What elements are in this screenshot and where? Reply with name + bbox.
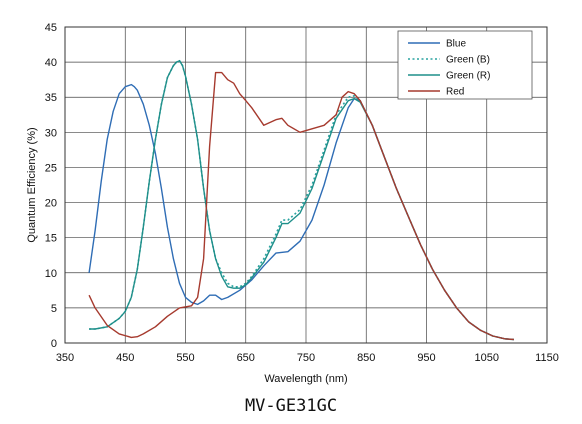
y-tick-label: 5 [51,303,57,315]
x-tick-label: 750 [297,352,315,364]
y-tick-label: 40 [45,57,57,69]
y-tick-label: 10 [45,268,57,280]
y-tick-label: 0 [51,338,57,350]
y-tick-label: 45 [45,22,57,34]
grid [64,26,548,344]
y-tick-label: 20 [45,198,57,210]
legend-label-green-r: Green (R) [446,71,490,82]
x-tick-label: 1150 [535,352,559,364]
x-tick-label: 350 [56,352,74,364]
legend: Blue Green (B) Green (R) Red [397,30,533,100]
x-tick-label: 450 [116,352,134,364]
y-tick-label: 15 [45,233,57,245]
y-tick-labels: 0 5 10 15 20 25 30 35 40 45 [45,22,57,350]
legend-label-blue: Blue [446,39,466,50]
legend-label-green-b: Green (B) [446,55,490,66]
plot-frame [64,26,548,344]
x-tick-label: 950 [417,352,435,364]
quantum-efficiency-chart: 350 450 550 650 750 850 950 1050 1150 0 5 10 15 20 25… [26,22,559,385]
x-tick-label: 650 [237,352,255,364]
x-tick-labels: 350 450 550 650 750 850 950 1050 1150 [56,352,559,364]
series-lines [88,59,514,341]
legend-label-red: Red [446,87,464,98]
x-tick-label: 1050 [475,352,499,364]
y-tick-label: 35 [45,92,57,104]
x-tick-label: 550 [176,352,194,364]
camera-model-caption: MV-GE31GC [244,396,338,416]
y-axis-title: Quantum Efficiency (%) [26,127,38,242]
x-axis-title: Wavelength (nm) [264,373,347,385]
y-tick-label: 30 [45,127,57,139]
x-tick-label: 850 [357,352,375,364]
series-red-line [88,71,514,341]
series-blue-line [88,83,514,341]
y-tick-label: 25 [45,162,57,174]
